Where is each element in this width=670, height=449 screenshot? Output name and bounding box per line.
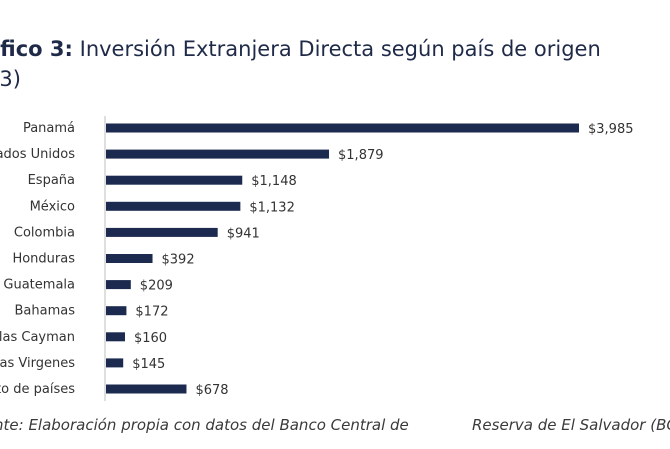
bar: [106, 175, 243, 185]
data-label: $160: [134, 331, 167, 346]
bar: [106, 280, 131, 290]
category-label: as Virgenes: [0, 356, 75, 371]
data-label: $678: [195, 383, 228, 398]
data-label: $209: [140, 279, 173, 294]
data-label: $392: [162, 253, 195, 268]
bar: [106, 332, 125, 342]
category-label: Bahamas: [15, 304, 76, 319]
category-label: ados Unidos: [0, 147, 75, 162]
chart-title-prefix: áfico 3:: [0, 37, 73, 61]
category-label: Guatemala: [3, 278, 75, 293]
bar: [106, 149, 330, 159]
data-label: $1,148: [251, 174, 296, 189]
data-label: $941: [227, 226, 260, 241]
bar: [106, 227, 218, 237]
source-left: nte: Elaboración propia con datos del Ba…: [0, 416, 409, 434]
category-label: México: [30, 199, 75, 214]
category-label: Panamá: [23, 121, 75, 136]
bar: [106, 306, 127, 316]
chart-title-text: Inversión Extranjera Directa según país …: [79, 37, 601, 61]
bar: [106, 201, 241, 211]
source-right: Reserva de El Salvador (BC: [472, 416, 670, 434]
category-label: Colombia: [14, 225, 75, 240]
category-label: Honduras: [12, 252, 75, 267]
bar: [106, 123, 579, 133]
bar: [106, 358, 124, 368]
data-label: $145: [132, 357, 165, 372]
bar: [106, 254, 153, 263]
category-label: España: [28, 173, 75, 188]
category-label: las Cayman: [0, 330, 75, 345]
bar-chart: Panamá $3,985 ados Unidos $1,879 España $1,14…: [0, 116, 634, 401]
category-label: Resto de países: [0, 382, 75, 397]
bar: [106, 384, 187, 394]
data-label: $1,132: [249, 200, 295, 215]
data-label: $172: [135, 305, 168, 320]
chart-subtitle: 23): [0, 67, 21, 91]
data-label: $1,879: [338, 148, 384, 163]
data-label: $3,985: [588, 122, 634, 137]
chart-title: áfico 3: Inversión Extranjera Directa se…: [0, 34, 670, 94]
chart-source: nte: Elaboración propia con datos del Ba…: [0, 416, 670, 434]
